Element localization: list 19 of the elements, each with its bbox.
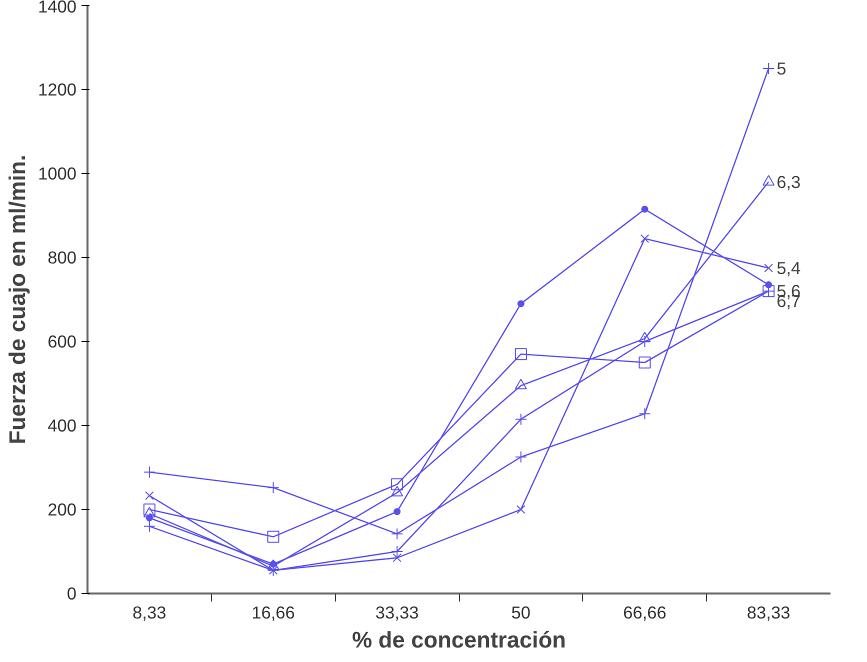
y-tick-label: 0 bbox=[66, 584, 77, 604]
y-tick-label: 600 bbox=[48, 332, 77, 352]
y-tick-label: 1400 bbox=[38, 0, 77, 16]
y-tick-label: 1200 bbox=[38, 80, 77, 100]
series-label: 5 bbox=[776, 58, 786, 78]
x-tick-label: 33,33 bbox=[375, 602, 419, 622]
x-tick-label: 66,66 bbox=[623, 602, 666, 622]
series-label: 6,3 bbox=[776, 172, 801, 192]
y-tick-label: 800 bbox=[48, 248, 77, 268]
y-tick-label: 200 bbox=[48, 500, 77, 520]
x-tick-label: 16,66 bbox=[252, 602, 295, 622]
x-axis-title: % de concentración bbox=[352, 626, 566, 652]
x-tick-label: 50 bbox=[511, 602, 531, 622]
x-tick-label: 83,33 bbox=[746, 602, 790, 622]
y-tick-label: 400 bbox=[48, 416, 77, 436]
series-label: 5,4 bbox=[776, 258, 802, 278]
y-axis-title: Fuerza de cuajo en ml/min. bbox=[4, 154, 30, 444]
y-tick-label: 1000 bbox=[38, 164, 77, 184]
x-tick-label: 8,33 bbox=[132, 602, 166, 622]
